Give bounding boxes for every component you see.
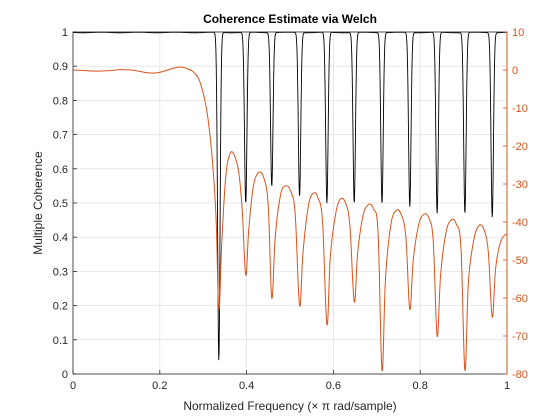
y-tick-label: 0.6 xyxy=(53,164,68,176)
y-tick-label: 0.9 xyxy=(53,61,68,73)
x-tick-label: 0 xyxy=(70,380,76,392)
y2-tick-label: -30 xyxy=(512,179,528,191)
x-axis-label: Normalized Frequency (× π rad/sample) xyxy=(183,399,396,413)
x-tick-label: 0.6 xyxy=(326,380,341,392)
y2-tick-label: -70 xyxy=(512,331,528,343)
y-tick-label: 1 xyxy=(62,27,68,39)
y2-tick-label: -50 xyxy=(512,255,528,267)
y-tick-label: 0.8 xyxy=(53,95,68,107)
y-axis-left: 0 0.1 0.2 0.3 0.4 0.5 0.6 0.7 0.8 0.9 1 xyxy=(53,27,77,381)
y-tick-label: 0.4 xyxy=(53,232,68,244)
y2-tick-label: -40 xyxy=(512,217,528,229)
y-tick-label: 0 xyxy=(62,369,68,381)
y-tick-label: 0.5 xyxy=(53,198,68,210)
series-response-line xyxy=(72,66,508,372)
x-axis: 0 0.2 0.4 0.6 0.8 1 xyxy=(70,370,510,392)
y-tick-label: 0.3 xyxy=(53,266,68,278)
x-tick-label: 0.2 xyxy=(152,380,167,392)
y-axis-label: Multiple Coherence xyxy=(31,151,45,255)
chart-title: Coherence Estimate via Welch xyxy=(203,12,377,26)
x-tick-label: 0.4 xyxy=(239,380,254,392)
y-tick-label: 0.1 xyxy=(53,335,68,347)
y-tick-label: 0.7 xyxy=(53,130,68,142)
x-tick-label: 0.8 xyxy=(413,380,428,392)
y-tick-label: 0.2 xyxy=(53,301,68,313)
y2-tick-label: 10 xyxy=(512,27,524,39)
y-axis-right: 10 0 -10 -20 -30 -40 -50 -60 -70 -80 xyxy=(503,27,528,381)
y2-tick-label: -20 xyxy=(512,141,528,153)
y2-tick-label: 0 xyxy=(512,65,518,77)
y2-tick-label: -80 xyxy=(512,369,528,381)
y2-tick-label: -60 xyxy=(512,293,528,305)
x-tick-label: 1 xyxy=(504,380,510,392)
y2-tick-label: -10 xyxy=(512,103,528,115)
